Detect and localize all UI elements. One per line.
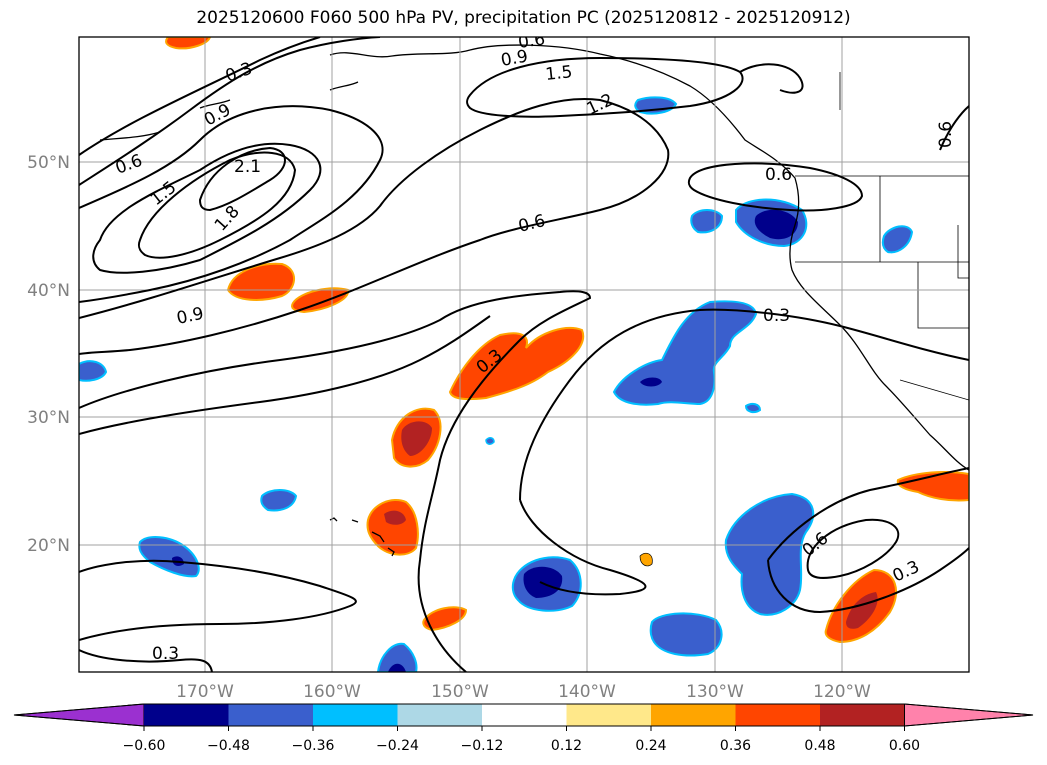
coastline-north-america [329,44,969,471]
coastline-hawaii [329,517,395,557]
precip-area-positive [846,592,878,629]
colorbar-segment [735,704,820,726]
colorbar-extend-max [904,703,1034,727]
precip-area-positive [226,262,295,301]
longitude-label: 150°W [431,682,489,702]
colorbar-tick-label: −0.12 [461,738,504,754]
pv-contour [79,37,381,186]
pv-contour [79,290,592,672]
colorbar-tick-label: 0.48 [804,738,835,754]
pv-contour [79,37,321,156]
precip-area-positive [366,499,419,556]
pv-contour [79,98,670,355]
pv-contour [466,56,744,118]
contour-label: 0.6 [517,29,547,53]
precip-area-negative [640,377,662,387]
colorbar-tick-label: 0.36 [720,738,751,754]
contour-label: 0.3 [152,644,179,664]
pv-contour [519,499,647,596]
border-states [795,72,969,401]
precip-area-negative [260,489,298,512]
colorbar-tick-label: 0.12 [551,738,582,754]
longitude-label: 130°W [686,682,744,702]
precip-area-negative [744,402,762,414]
gridlines [79,37,969,672]
colorbar: −0.60 −0.48 −0.36 −0.24 −0.12 0.12 0.24 … [13,703,1034,754]
colorbar-segment [482,704,567,726]
pv-contour [79,559,357,641]
longitude-labels: 170°W 160°W 150°W 140°W 130°W 120°W [176,682,871,702]
pv-contour [939,105,969,151]
map-title: 2025120600 F060 500 hPa PV, precipitatio… [196,8,851,28]
precip-area-negative [138,536,200,578]
longitude-label: 170°W [176,682,234,702]
latitude-label: 20°N [27,536,70,556]
precip-area-negative [649,612,723,657]
pv-contour [79,649,213,672]
colorbar-tick-label: −0.36 [292,738,335,754]
precip-area-negative [79,360,108,382]
colorbar-tick-label: 0.60 [889,738,920,754]
longitude-label: 160°W [303,682,361,702]
colorbar-segment [228,704,313,726]
precip-area-positive [165,37,212,50]
precip-area-negative [485,437,495,445]
latitude-label: 50°N [27,153,70,173]
precip-area-negative [376,642,418,672]
pv-contour [806,518,900,579]
precip-area-negative [754,209,798,240]
pv-contour [767,547,969,614]
contour-label: 0.6 [936,121,956,148]
longitude-label: 140°W [558,682,616,702]
pv-contour [79,315,491,435]
pv-contour [687,162,864,212]
precip-area-negative [724,492,815,616]
precip-area-negative [881,225,914,254]
pv-contour [767,467,969,561]
contour-label: 0.3 [763,306,790,326]
latitude-label: 30°N [27,408,70,428]
colorbar-tick-label: −0.48 [207,738,250,754]
colorbar-extend-min [13,703,145,727]
latitude-labels: 50°N 40°N 30°N 20°N [27,153,70,556]
pv-contour [92,142,322,274]
colorbar-tick-label: −0.24 [376,738,419,754]
colorbar-segment [397,704,482,726]
contour-label: 0.6 [765,165,792,185]
contour-label: 0.9 [499,47,529,71]
latitude-label: 40°N [27,281,70,301]
contour-label: 2.1 [234,157,261,177]
pv-contour [79,105,384,303]
precip-area-negative [388,663,406,672]
precip-area-positive [422,606,468,632]
contour-label: 1.5 [544,62,573,85]
pv-contour [198,146,286,212]
precip-area-positive [401,421,432,456]
colorbar-segment [820,704,905,726]
colorbar-segment [144,704,229,726]
precip-area-positive [384,510,406,525]
longitude-label: 120°W [813,682,871,702]
borders [795,72,969,401]
colorbar-ticks [143,726,905,731]
colorbar-segment [566,704,651,726]
colorbar-segment [651,704,736,726]
pv-contour [137,151,297,259]
map-frame [78,36,970,673]
pv-contour [519,308,969,501]
pv-contour [739,63,804,94]
colorbar-tick-label: −0.60 [123,738,166,754]
pv-contours [79,37,969,672]
colorbar-segment [313,704,398,726]
precip-area-positive [639,552,653,567]
colorbar-tick-label: 0.24 [635,738,666,754]
